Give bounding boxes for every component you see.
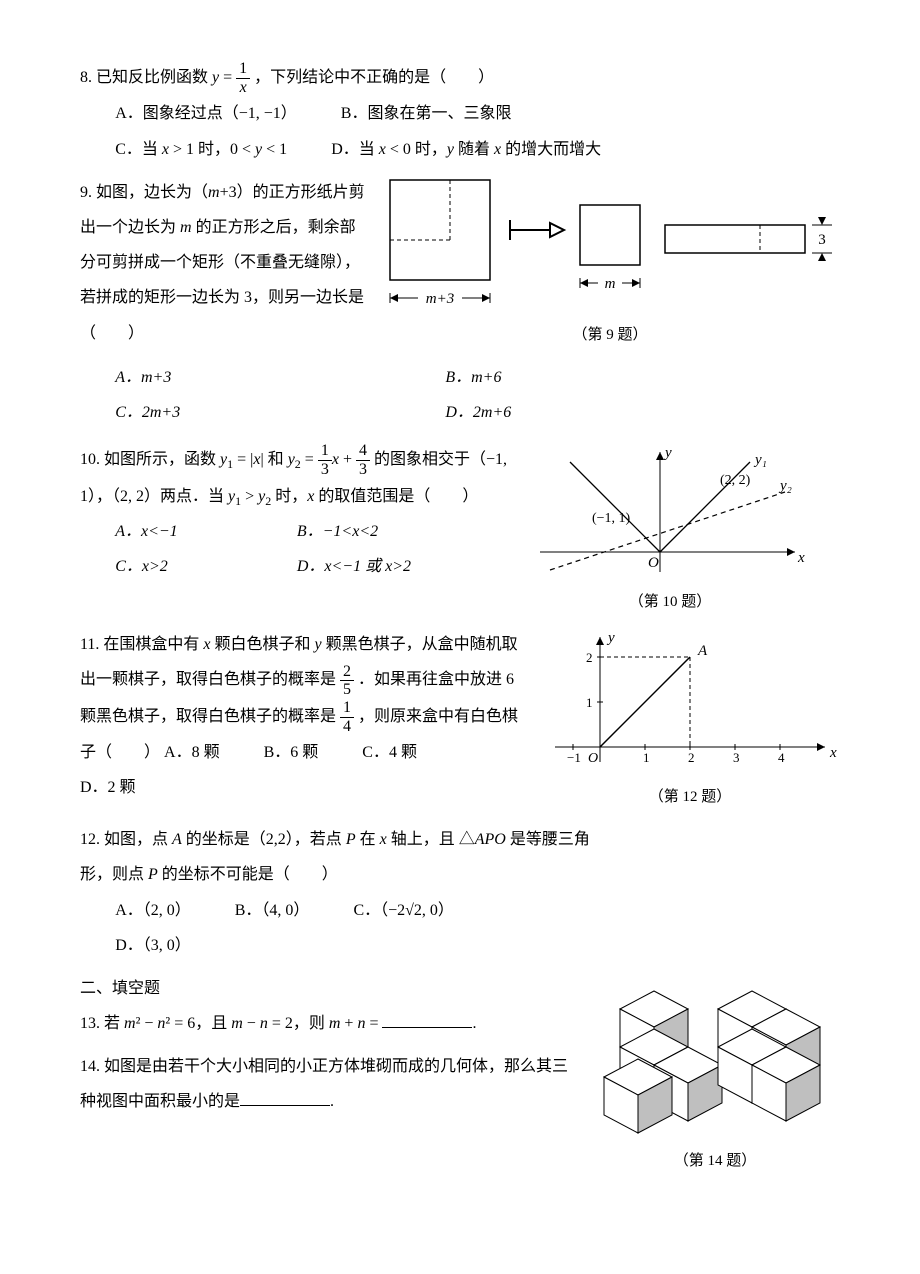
- question-12: 12. 如图，点 A 的坐标是（2,2），若点 P 在 x 轴上，且 △APO …: [80, 822, 600, 963]
- svg-text:y: y: [663, 445, 672, 461]
- q11-num: 11.: [80, 636, 99, 653]
- q11-opt-d: D．2 颗: [80, 770, 136, 805]
- svg-text:O: O: [588, 751, 598, 766]
- svg-text:−1: −1: [567, 750, 581, 765]
- svg-text:A: A: [697, 643, 708, 659]
- q10-figure: y x O y₁ y₂ (−1, 1) (2, 2) （第 10 题）: [530, 442, 810, 619]
- q10-opt-a: A．x<−1: [115, 514, 293, 549]
- q11-opt-b: B．6 颗: [264, 735, 319, 770]
- q10-opt-b: B．−1<x<2: [297, 514, 475, 549]
- q13-blank: [382, 1010, 472, 1029]
- svg-text:2: 2: [586, 650, 593, 665]
- q12-opt-b: B．（4, 0）: [235, 893, 310, 928]
- q12-opt-d: D．（3, 0）: [115, 928, 191, 963]
- q8-opt-c: C．当 x > 1 时，0 < y < 1: [115, 132, 287, 167]
- svg-text:m: m: [605, 276, 616, 292]
- q8-eq-y: y: [212, 69, 219, 86]
- svg-text:2: 2: [688, 750, 695, 765]
- svg-text:4: 4: [778, 750, 785, 765]
- q8-stem-b: ，下列结论中不正确的是（ ）: [254, 69, 494, 86]
- q14-num: 14.: [80, 1058, 100, 1075]
- q10-opt-d: D．x<−1 或 x>2: [297, 549, 475, 584]
- q10-opt-c: C．x>2: [115, 549, 293, 584]
- q11-frac1: 25: [340, 663, 354, 699]
- q11-opt-c: C．4 颗: [362, 735, 417, 770]
- q13-num: 13.: [80, 1015, 100, 1032]
- q8-stem-a: 已知反比例函数: [96, 69, 212, 86]
- q11-frac2: 14: [340, 699, 354, 735]
- q9-opt-a: A．m+3: [115, 360, 441, 395]
- q8-eq-eq: =: [223, 69, 236, 86]
- svg-text:3: 3: [818, 232, 826, 248]
- question-9: 9. 如图，边长为（m+3）的正方形纸片剪出一个边长为 m 的正方形之后，剩余部…: [80, 175, 840, 352]
- question-8: 8. 已知反比例函数 y = 1 x ，下列结论中不正确的是（ ） A．图象经过…: [80, 60, 840, 167]
- q10-frac2: 43: [356, 442, 370, 478]
- q10-svg: y x O y₁ y₂ (−1, 1) (2, 2): [530, 442, 810, 582]
- svg-text:1: 1: [586, 695, 593, 710]
- section-2-title: 二、填空题: [80, 971, 580, 1006]
- section-row: 二、填空题 13. 若 m² − n² = 6，且 m − n = 2，则 m …: [80, 971, 840, 1178]
- svg-text:y₂: y₂: [778, 478, 792, 494]
- svg-text:y₁: y₁: [753, 452, 767, 468]
- q9-figure: m+3 m 3 （第 9 题）: [380, 175, 840, 352]
- q8-opt-d: D．当 x < 0 时，y 随着 x 的增大而增大: [331, 132, 601, 167]
- svg-text:1: 1: [643, 750, 650, 765]
- svg-text:x: x: [797, 550, 805, 566]
- q14-figure: （第 14 题）: [590, 971, 840, 1178]
- q8-opt-a: A．图象经过点（−1, −1）: [115, 96, 297, 131]
- q14-svg: [590, 971, 840, 1141]
- q10-frac1: 13: [318, 442, 332, 478]
- svg-text:3: 3: [733, 750, 740, 765]
- q8-opt-b: B．图象在第一、三象限: [341, 96, 512, 131]
- q9-stem-a: 如图，边长为（: [96, 184, 208, 201]
- q12-opt-a: A．（2, 0）: [115, 893, 191, 928]
- q14-caption: （第 14 题）: [590, 1145, 840, 1178]
- svg-text:O: O: [648, 555, 659, 571]
- svg-text:m+3: m+3: [426, 291, 454, 307]
- q10-options: A．x<−1 B．−1<x<2 C．x>2 D．x<−1 或 x>2: [80, 514, 510, 584]
- question-13: 13. 若 m² − n² = 6，且 m − n = 2，则 m + n = …: [80, 1006, 580, 1041]
- q10-num: 10.: [80, 451, 100, 468]
- q8-num: 8.: [80, 69, 92, 86]
- q12-options: A．（2, 0） B．（4, 0） C．（−2√2, 0） D．（3, 0）: [80, 893, 600, 963]
- q11-opt-a: A．8 颗: [164, 735, 220, 770]
- q9-svg: m+3 m 3: [380, 175, 840, 315]
- q12-svg: y x O −1 1 2 3 4 1 2 A: [540, 627, 840, 777]
- q8-options: A．图象经过点（−1, −1） B．图象在第一、三象限 C．当 x > 1 时，…: [80, 96, 840, 166]
- q9-num: 9.: [80, 184, 92, 201]
- q9-caption: （第 9 题）: [380, 319, 840, 352]
- question-10: 10. 如图所示，函数 y1 = |x| 和 y2 = 13x + 43 的图象…: [80, 442, 840, 619]
- svg-text:(2, 2): (2, 2): [720, 473, 751, 488]
- q12-caption: （第 12 题）: [540, 781, 840, 814]
- question-11: 11. 在围棋盒中有 x 颗白色棋子和 y 颗黑色棋子，从盒中随机取出一颗棋子，…: [80, 627, 840, 814]
- q10-caption: （第 10 题）: [530, 586, 810, 619]
- q12-figure: y x O −1 1 2 3 4 1 2 A （第 12 题）: [540, 627, 840, 814]
- q9-opt-c: C．2m+3: [115, 395, 441, 430]
- q8-frac: 1 x: [236, 60, 250, 96]
- svg-text:x: x: [829, 745, 837, 761]
- svg-text:(−1, 1): (−1, 1): [592, 511, 631, 526]
- q12-opt-c: C．（−2√2, 0）: [353, 893, 454, 928]
- question-14: 14. 如图是由若干个大小相同的小正方体堆砌而成的几何体，那么其三种视图中面积最…: [80, 1049, 580, 1119]
- svg-text:y: y: [606, 630, 615, 646]
- q14-blank: [240, 1088, 330, 1107]
- q9-opt-d: D．2m+6: [445, 395, 771, 430]
- q9-options: A．m+3 B．m+6 C．2m+3 D．2m+6: [80, 360, 840, 430]
- q9-opt-b: B．m+6: [445, 360, 771, 395]
- q12-num: 12.: [80, 831, 100, 848]
